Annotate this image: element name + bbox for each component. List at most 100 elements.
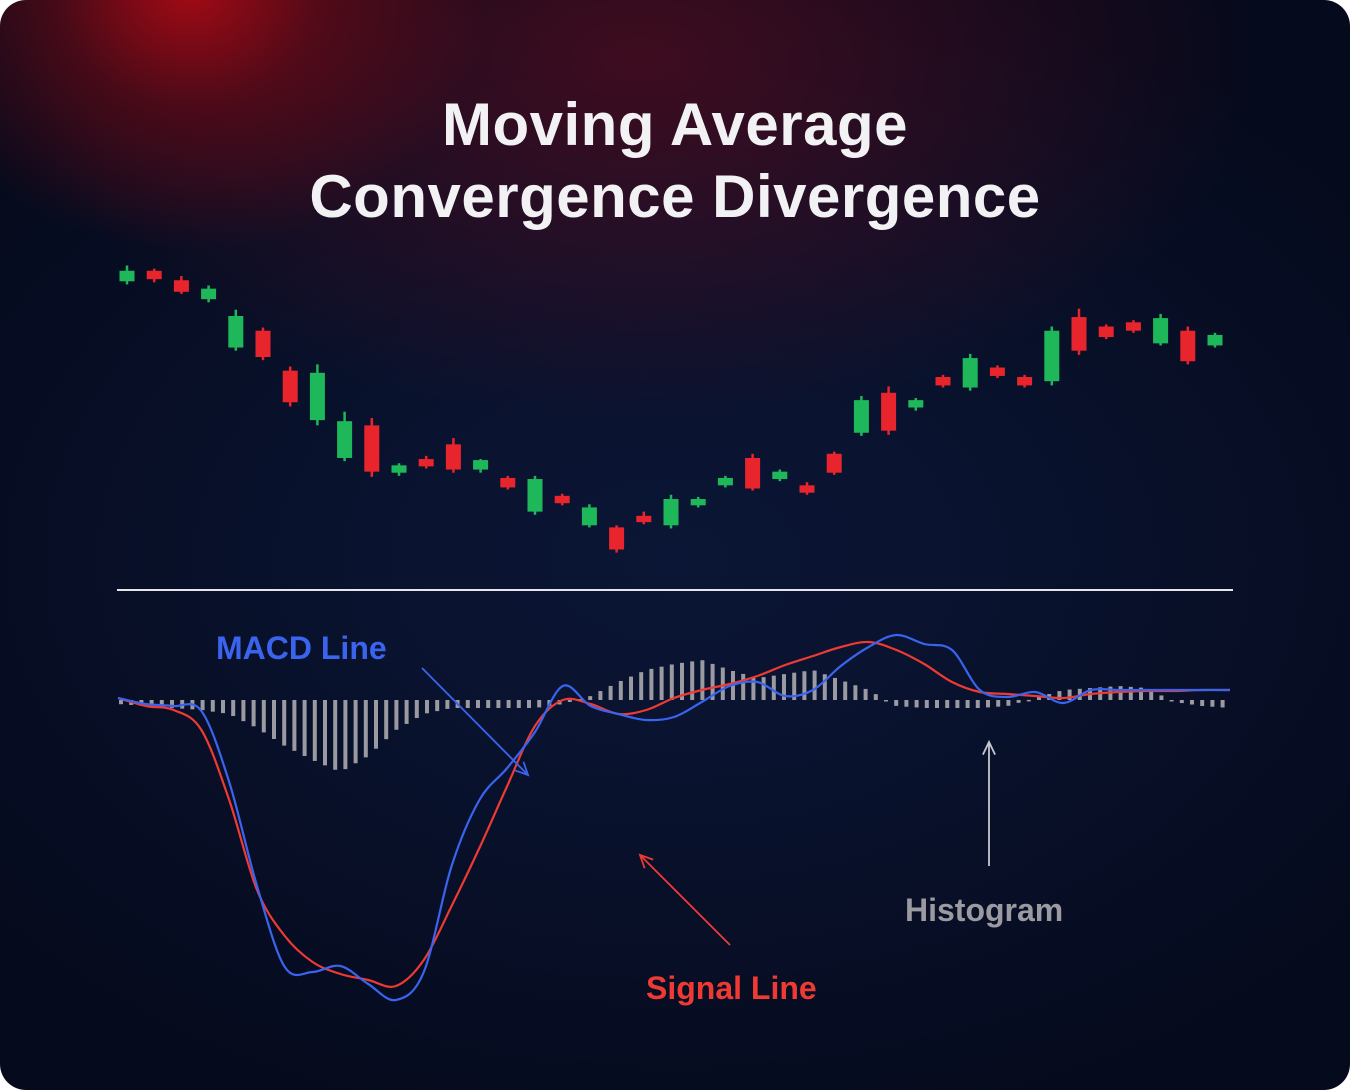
histogram-bar: [741, 673, 746, 700]
histogram-bar: [567, 700, 572, 702]
candle: [581, 504, 597, 528]
histogram-bar: [771, 675, 776, 700]
histogram-bar: [425, 700, 429, 714]
histogram-bar: [1006, 700, 1011, 706]
histogram-bar: [323, 700, 327, 766]
candle: [1207, 332, 1223, 348]
histogram-bar: [720, 667, 725, 700]
histogram-bar: [639, 672, 644, 700]
histogram-bar: [1220, 700, 1225, 708]
candle: [1153, 313, 1169, 346]
candle-body: [391, 465, 407, 473]
candle-body: [309, 372, 325, 421]
histogram-bar: [1016, 700, 1021, 703]
candle: [309, 364, 325, 426]
candle: [418, 455, 434, 469]
candle: [1098, 324, 1114, 340]
candle: [201, 285, 217, 303]
candle-body: [609, 527, 625, 550]
histogram-bar: [537, 700, 542, 708]
candle-body: [554, 495, 570, 504]
candle: [500, 475, 516, 490]
histogram-bar: [200, 700, 205, 711]
candle-body: [473, 460, 489, 470]
histogram-bar: [414, 700, 419, 719]
histogram-bar: [119, 700, 123, 705]
histogram-bar: [363, 700, 368, 758]
histogram-bar: [690, 661, 695, 700]
macd-lines: [117, 633, 1231, 1002]
candle-body: [908, 400, 924, 408]
candle-body: [527, 479, 543, 512]
candle: [1125, 320, 1141, 333]
histogram-bar: [1057, 691, 1062, 700]
histogram-bar: [516, 700, 521, 708]
histogram-bar: [965, 700, 970, 708]
candle-body: [636, 515, 652, 523]
candle: [908, 398, 924, 411]
candle-body: [282, 370, 298, 403]
histogram-bar: [945, 700, 950, 708]
histogram-bar: [1190, 700, 1194, 705]
histogram-bar: [1139, 687, 1143, 700]
histogram-bar: [404, 700, 409, 724]
candle: [935, 374, 951, 388]
candle: [1071, 308, 1087, 355]
histogram-bar: [833, 677, 837, 700]
candle: [337, 411, 353, 462]
candle-body: [799, 485, 815, 493]
histogram-label: Histogram: [905, 892, 1064, 928]
macd-line: [117, 633, 1230, 1002]
histogram-bar: [680, 662, 684, 700]
candle-body: [228, 316, 244, 348]
candle: [391, 463, 407, 476]
candle: [989, 365, 1005, 379]
histogram-bar: [751, 676, 756, 700]
histogram-bar: [312, 700, 317, 761]
candle: [826, 451, 842, 475]
candle: [772, 469, 788, 482]
candle: [119, 265, 135, 285]
histogram-bar: [353, 700, 358, 764]
signal-line: [117, 640, 1231, 988]
candle: [853, 395, 869, 436]
candle-body: [1207, 334, 1223, 346]
candle-body: [1180, 330, 1196, 362]
candle-body: [418, 459, 434, 467]
candle: [690, 496, 706, 508]
histogram-bar: [394, 700, 399, 730]
candle: [364, 418, 380, 477]
histogram-bar: [598, 691, 603, 700]
histogram-bar: [802, 671, 807, 700]
histogram-bar: [853, 685, 858, 700]
histogram-bar: [527, 700, 531, 708]
candle: [745, 453, 761, 491]
histogram-bar: [884, 700, 888, 702]
candle-body: [337, 421, 353, 458]
signal-line-label: Signal Line: [646, 970, 817, 1006]
candle: [1180, 326, 1196, 365]
histogram-bar: [924, 700, 929, 708]
histogram-bar: [210, 700, 215, 712]
candle: [255, 327, 271, 361]
macd-line-label: MACD Line: [216, 630, 387, 666]
histogram-bar: [669, 664, 674, 700]
candle: [1017, 374, 1033, 388]
candle-body: [1125, 322, 1141, 331]
histogram-bar: [292, 700, 297, 751]
histogram-bar: [986, 700, 990, 708]
candle: [527, 475, 543, 515]
candle-body: [173, 280, 189, 292]
candle-body: [1098, 326, 1114, 338]
candle-body: [717, 477, 733, 486]
histogram-bar: [1067, 689, 1072, 700]
histogram-bar: [659, 666, 664, 700]
candle-body: [989, 367, 1005, 376]
histogram-bar: [1026, 699, 1031, 702]
histogram-bar: [1118, 686, 1123, 700]
candle-body: [962, 358, 978, 388]
histogram-bar: [272, 700, 276, 740]
candle-body: [445, 444, 461, 470]
candle-body: [500, 477, 516, 488]
